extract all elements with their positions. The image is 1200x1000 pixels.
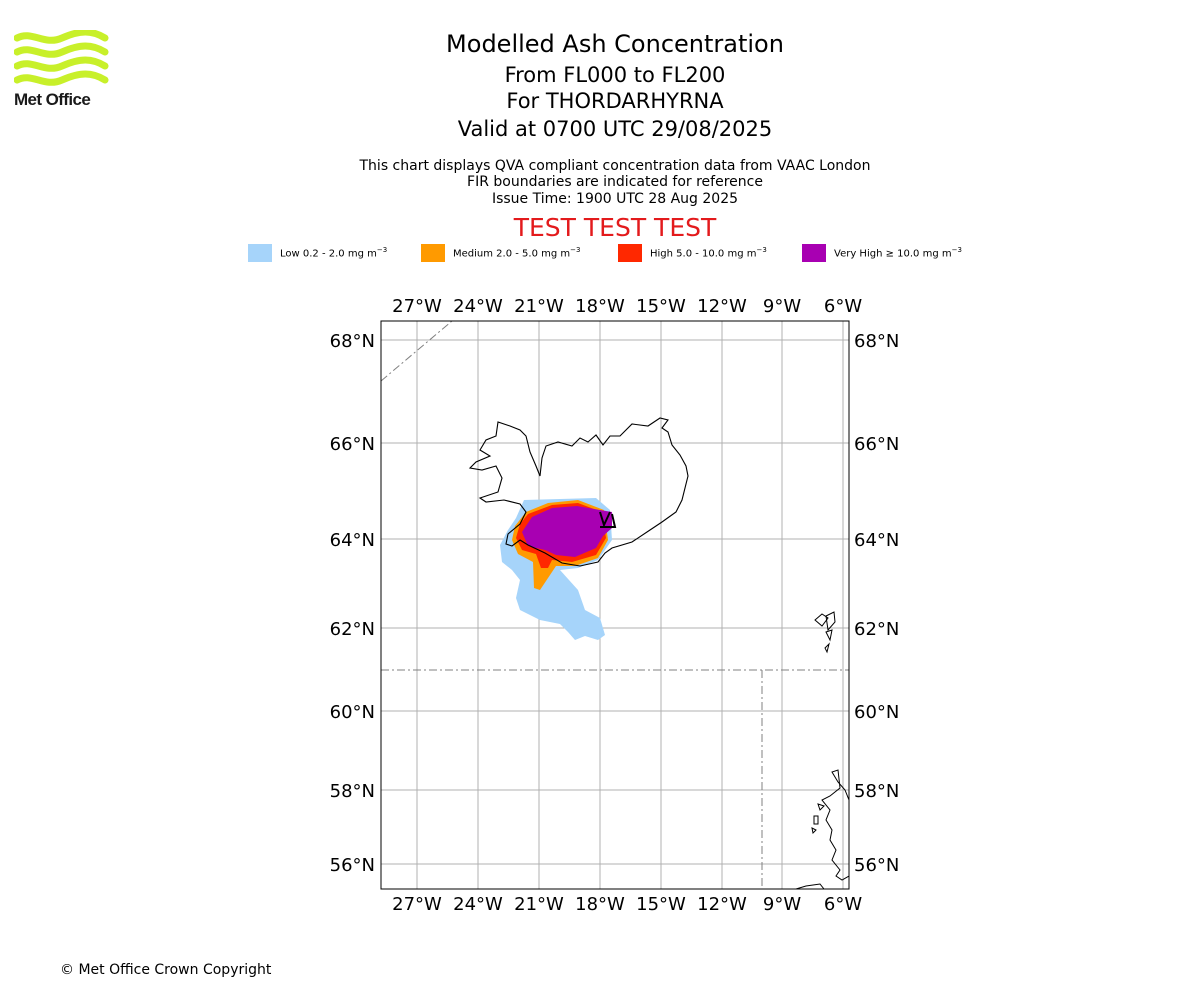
latitude-label: 58°N	[330, 781, 375, 802]
longitude-label: 24°W	[453, 894, 503, 915]
latitude-label: 64°N	[330, 530, 375, 551]
iceland-coastline	[468, 417, 689, 567]
latitude-label: 66°N	[854, 434, 899, 455]
latitude-label: 62°N	[330, 619, 375, 640]
longitude-label: 9°W	[763, 894, 801, 915]
map-frame	[380, 320, 850, 890]
legend-unit-exponent: −3	[376, 246, 388, 254]
latitude-label: 56°N	[854, 855, 899, 876]
legend-label: Very High ≥ 10.0 mg m	[834, 248, 952, 260]
longitude-label: 21°W	[514, 296, 564, 317]
longitude-label: 27°W	[392, 894, 442, 915]
high-swatch-icon	[618, 244, 642, 262]
scotland-coastline	[795, 769, 849, 889]
met-office-logo: Met Office	[13, 28, 110, 112]
valid-time: Valid at 0700 UTC 29/08/2025	[457, 117, 773, 141]
longitude-label: 24°W	[453, 296, 503, 317]
latitude-label: 58°N	[854, 781, 899, 802]
longitude-label: 6°W	[824, 296, 862, 317]
longitude-label: 18°W	[575, 296, 625, 317]
latitude-label: 56°N	[330, 855, 375, 876]
legend-unit-exponent: −3	[756, 246, 767, 254]
longitude-label: 12°W	[697, 296, 747, 317]
faroe-islands-coastline	[814, 611, 836, 654]
latitude-label: 64°N	[854, 530, 899, 551]
low-swatch-icon	[248, 244, 272, 262]
ash-area-very-high	[522, 506, 612, 557]
longitude-label: 12°W	[697, 894, 747, 915]
chart-title: Modelled Ash Concentration	[446, 30, 784, 58]
longitude-label: 21°W	[514, 894, 564, 915]
legend-unit-exponent: −3	[951, 246, 962, 254]
very-high-swatch-icon	[802, 244, 826, 262]
longitude-label: 27°W	[392, 296, 442, 317]
volcano-name: For THORDARHYRNA	[506, 89, 724, 113]
test-warning: TEST TEST TEST	[513, 213, 717, 242]
latitude-label: 66°N	[330, 434, 375, 455]
copyright-notice: © Met Office Crown Copyright	[60, 962, 272, 978]
legend-label: Low 0.2 - 2.0 mg m	[280, 248, 377, 260]
axis-labels: 27°W 27°W 24°W 24°W 21°W 21°W 18°W 18°W 15°W 15°W…	[330, 296, 900, 915]
legend-label: Medium 2.0 - 5.0 mg m	[453, 248, 571, 260]
graticule	[381, 321, 849, 889]
longitude-label: 9°W	[763, 296, 801, 317]
latitude-label: 62°N	[854, 619, 899, 640]
latitude-label: 68°N	[330, 331, 375, 352]
fir-boundaries	[381, 321, 849, 889]
logo-text: Met Office	[14, 90, 91, 109]
fir-note: FIR boundaries are indicated for referen…	[467, 174, 763, 190]
latitude-label: 60°N	[330, 702, 375, 723]
longitude-label: 18°W	[575, 894, 625, 915]
legend-unit-exponent: −3	[570, 246, 581, 254]
longitude-label: 6°W	[824, 894, 862, 915]
legend-label: High 5.0 - 10.0 mg m	[650, 248, 757, 260]
met-office-waves-icon	[13, 28, 109, 86]
issue-time: Issue Time: 1900 UTC 28 Aug 2025	[491, 191, 739, 207]
longitude-label: 15°W	[636, 296, 686, 317]
medium-swatch-icon	[421, 244, 445, 262]
flight-levels: From FL000 to FL200	[504, 63, 726, 87]
longitude-label: 15°W	[636, 894, 686, 915]
volcano-marker	[599, 511, 617, 528]
latitude-label: 68°N	[854, 331, 899, 352]
map-background	[381, 321, 849, 889]
latitude-label: 60°N	[854, 702, 899, 723]
description-line: This chart displays QVA compliant concen…	[359, 158, 871, 174]
